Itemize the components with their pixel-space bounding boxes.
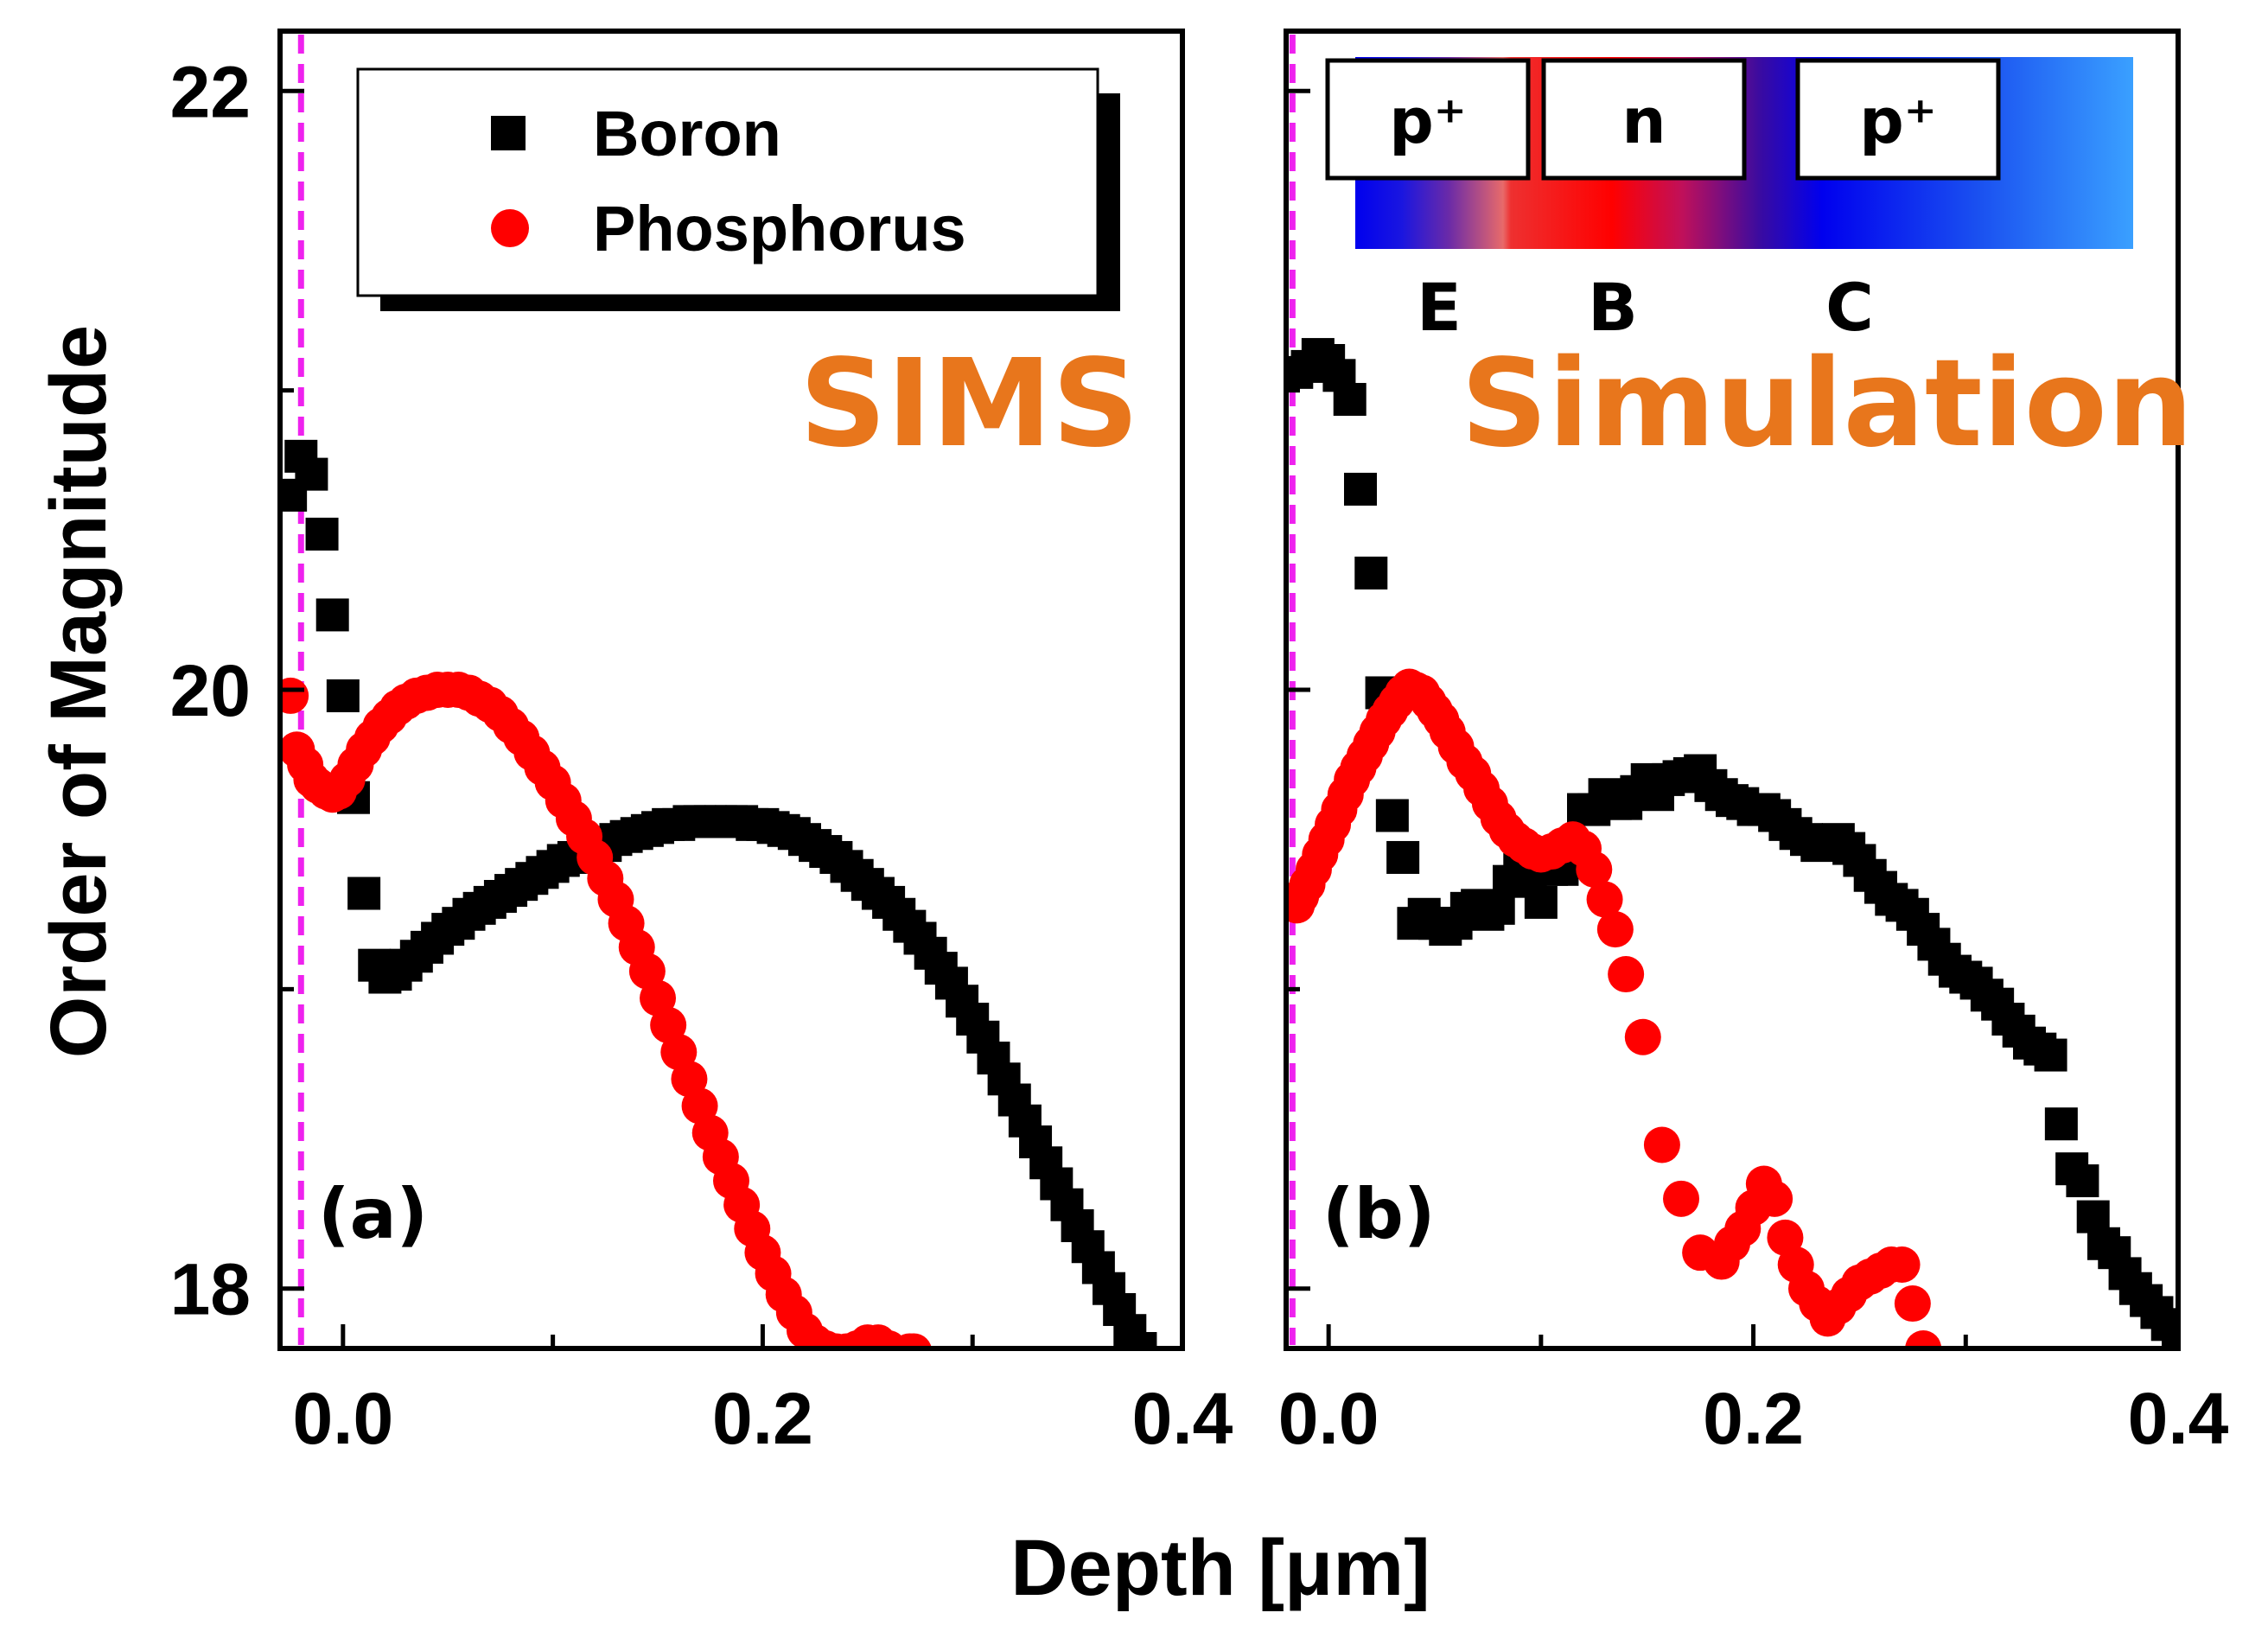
region-label-emitter: p⁺	[1389, 85, 1467, 157]
x-axis-title: Depth [μm]	[1010, 1524, 1430, 1612]
boron-point	[305, 517, 339, 551]
phosphorus-point	[1643, 1126, 1680, 1163]
phosphorus-point	[1915, 1355, 1952, 1391]
legend: Boron Phosphorus	[356, 67, 1120, 311]
region-box-base	[1541, 58, 1747, 181]
y-axis-title: Order of Magnitude	[35, 325, 123, 1058]
phosphorus-point	[1756, 1180, 1793, 1217]
phosphorus-point	[1663, 1180, 1700, 1217]
panel-b-phosphorus-series	[1286, 668, 1963, 1403]
phosphorus-point	[1624, 1018, 1661, 1055]
legend-phosphorus-label: Phosphorus	[593, 193, 966, 265]
panel-a-boron-series	[280, 439, 1157, 1348]
x-tick-label: 0.2	[1703, 1378, 1804, 1459]
legend-boron-marker	[491, 116, 526, 150]
panel-a: 0.0 0.2 0.4 18 20 22 Boron Phosphorus SIMS (a…	[170, 29, 1233, 1459]
region-letter-e: E	[1417, 269, 1462, 346]
legend-phosphorus-marker	[491, 209, 529, 247]
boron-point	[315, 598, 349, 632]
boron-point	[326, 679, 360, 712]
boron-point	[1354, 556, 1388, 590]
y-tick-label: 20	[170, 650, 251, 731]
phosphorus-point	[280, 677, 309, 714]
x-tick-label: 0.4	[1132, 1378, 1233, 1459]
phosphorus-point	[1894, 1285, 1931, 1323]
boron-point	[2066, 1164, 2099, 1198]
boron-point	[2044, 1107, 2078, 1141]
device-inset: p⁺ n p⁺ E B C	[1325, 57, 2133, 346]
phosphorus-point	[1883, 1246, 1921, 1284]
phosphorus-point	[1586, 881, 1623, 918]
phosphorus-point	[1608, 956, 1645, 993]
boron-point	[2034, 1038, 2067, 1072]
boron-point	[1375, 799, 1409, 832]
panel-a-label: (a)	[318, 1174, 428, 1254]
panel-a-title: SIMS	[800, 334, 1139, 475]
boron-point	[1386, 840, 1420, 874]
boron-point	[1333, 383, 1367, 417]
boron-point	[347, 876, 381, 910]
boron-point	[2162, 1320, 2178, 1348]
region-label-collector: p⁺	[1859, 85, 1937, 157]
region-letter-b: B	[1588, 269, 1638, 346]
boron-point	[1524, 885, 1558, 919]
panel-b-title: Simulation	[1461, 334, 2194, 475]
panel-b: 0.0 0.2 0.4 p⁺ n p⁺ E B C Simulation (b)	[1278, 29, 2229, 1459]
panel-a-ticks: 0.0 0.2 0.4 18 20 22	[170, 51, 1233, 1459]
phosphorus-point	[1576, 851, 1613, 888]
x-tick-label: 0.0	[292, 1378, 393, 1459]
region-box-emitter	[1325, 58, 1531, 181]
boron-point	[295, 457, 328, 491]
panel-a-phosphorus-series	[280, 672, 932, 1348]
y-tick-label: 22	[170, 51, 251, 132]
boron-point	[1344, 472, 1377, 506]
phosphorus-point	[1927, 1367, 1963, 1403]
legend-box	[356, 67, 1099, 297]
phosphorus-point	[1905, 1330, 1942, 1348]
x-tick-label: 0.4	[2128, 1378, 2229, 1459]
region-label-base: n	[1621, 85, 1666, 157]
x-tick-label: 0.0	[1278, 1378, 1379, 1459]
panel-b-ticks: 0.0 0.2 0.4	[1278, 88, 2229, 1459]
x-tick-label: 0.2	[712, 1378, 813, 1459]
legend-boron-label: Boron	[593, 98, 781, 169]
y-tick-label: 18	[170, 1249, 251, 1330]
panel-b-label: (b)	[1322, 1174, 1435, 1254]
region-box-collector	[1795, 58, 2001, 181]
boron-point	[1124, 1332, 1157, 1348]
region-letter-c: C	[1825, 269, 1874, 346]
phosphorus-point	[1596, 911, 1634, 948]
phosphorus-point	[895, 1333, 932, 1348]
